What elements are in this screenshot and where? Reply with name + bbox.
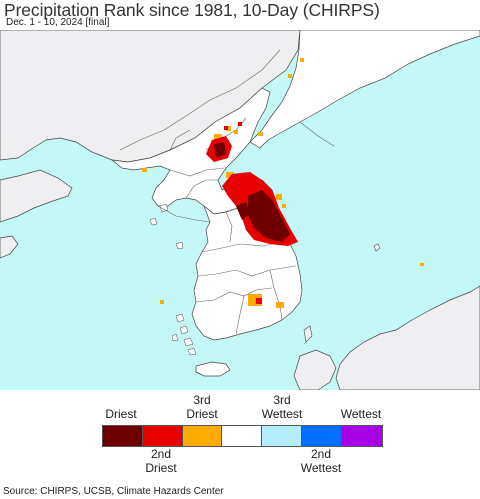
precipitation-map [0, 30, 480, 390]
swatch-normal [222, 426, 263, 446]
legend-label-3rd-wettest: 3rd Wettest [261, 393, 303, 421]
swatch-2nd-wettest [301, 426, 342, 446]
china-peninsula-land [0, 169, 73, 223]
swatch-3rd-driest [182, 426, 223, 446]
kyushu-land [293, 349, 337, 390]
legend-label-3rd-driest: 3rd Driest [186, 393, 218, 421]
map-title: Precipitation Rank since 1981, 10-Day (C… [4, 0, 380, 20]
legend-color-bar [102, 425, 383, 447]
jeju-land [195, 361, 231, 377]
legend-label-wettest: Wettest [340, 407, 382, 421]
source-credit: Source: CHIRPS, UCSB, Climate Hazards Ce… [3, 486, 224, 497]
ulleung-land [373, 243, 381, 252]
map-canvas [0, 30, 480, 390]
legend-label-2nd-driest: 2nd Driest [145, 447, 177, 475]
legend: Driest 3rd Driest 3rd Wettest Wettest 2n… [0, 390, 480, 485]
rank-driest-area [214, 142, 290, 242]
swatch-2nd-driest [142, 426, 183, 446]
swatch-wettest [341, 426, 382, 446]
swatch-driest [103, 426, 143, 446]
swatch-3rd-wettest [262, 426, 302, 446]
legend-label-driest: Driest [105, 407, 137, 421]
russia-land [249, 30, 480, 149]
west-coast-islands [149, 203, 197, 356]
china-coast-land [0, 235, 19, 259]
map-subtitle: Dec. 1 - 10, 2024 [final] [6, 17, 110, 28]
tsushima-land [303, 325, 313, 343]
japan-land [335, 285, 480, 390]
legend-label-2nd-wettest: 2nd Wettest [300, 447, 342, 475]
